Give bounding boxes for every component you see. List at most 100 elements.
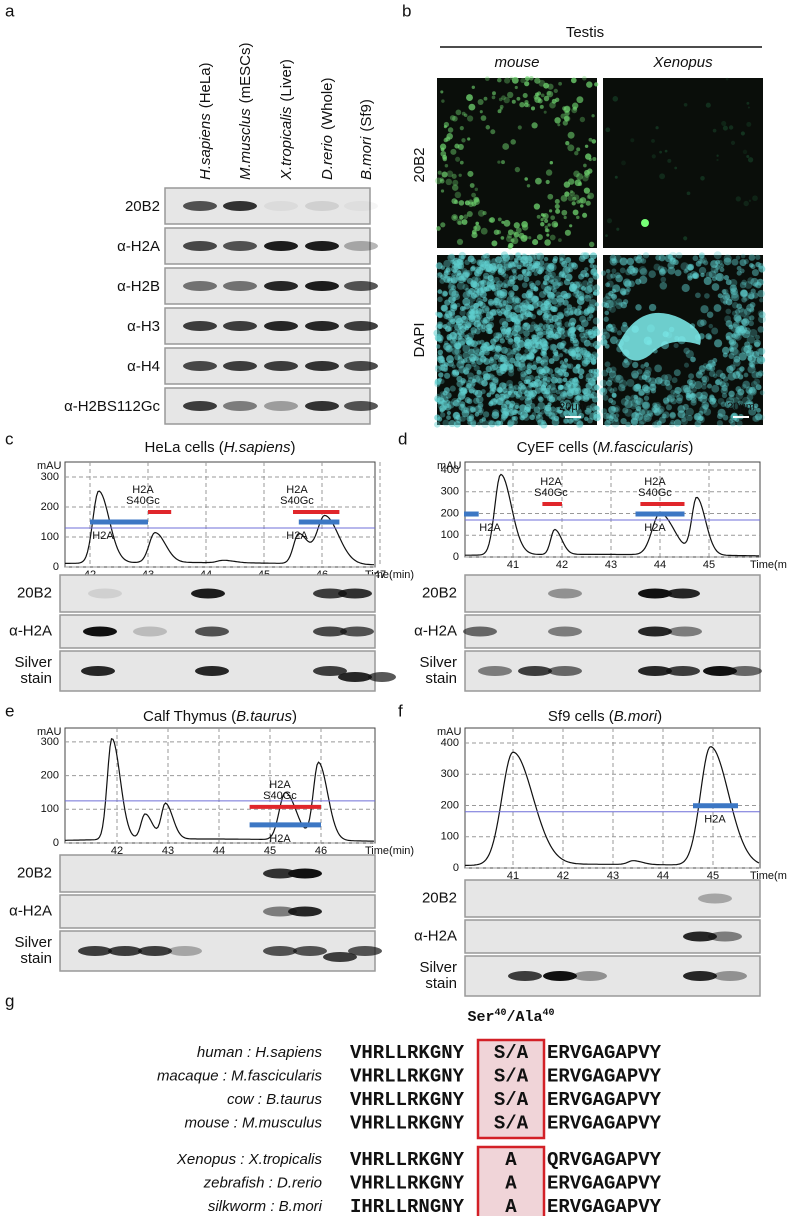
blot-band [368,672,396,682]
cell [584,172,590,178]
cell [489,309,497,316]
cell [568,178,575,185]
cell [680,262,689,271]
cell [731,258,739,266]
cell [536,310,543,316]
cell [707,383,712,389]
cell [447,253,456,262]
cell [545,324,551,329]
cell [611,294,617,300]
cell [631,372,639,380]
cell [443,362,449,367]
cell [528,351,534,356]
cell [584,407,592,415]
cell [732,397,740,404]
cell [496,420,501,425]
cell [733,355,741,363]
cell [664,254,673,263]
cell [454,354,461,361]
cell [557,302,562,307]
cell [531,364,537,371]
cell [534,77,541,84]
cell [580,285,586,291]
cell [714,273,723,281]
cell [542,280,548,286]
x-tick-label: 46 [315,845,327,857]
cell [740,289,748,297]
cell [482,253,488,259]
h2a-label: H2A [479,522,501,534]
cell [492,266,498,272]
cell [497,363,503,369]
cell [557,123,561,127]
blot-band [223,201,257,211]
cell [608,413,615,419]
cell [682,384,691,393]
cell [645,415,650,421]
cell [474,405,483,414]
cell [462,270,470,278]
cell [547,262,555,270]
modified-label: H2A [540,476,562,488]
blot-band [543,971,577,981]
cell [452,179,459,186]
y-tick-label: 400 [441,464,459,476]
cell [466,210,473,218]
cell [530,306,535,311]
cell [531,334,537,340]
title: CyEF cells ( [517,439,598,456]
cell [468,314,475,321]
cell [529,414,535,421]
cell [521,253,527,259]
blot-label: 20B2 [422,584,457,601]
cell [462,284,469,291]
cell [492,377,499,384]
cell [610,366,617,373]
cell [593,284,601,292]
cell [565,141,570,146]
column-label: X.tropicalis(Liver) [278,59,295,181]
cell [449,253,455,260]
blot-band [183,401,217,411]
cell [517,410,523,415]
cell [725,335,731,341]
cell [621,160,626,166]
cell [464,303,471,310]
cell [750,380,758,388]
cell [448,296,456,304]
cell [473,320,481,328]
h2a-label: H2A [644,522,666,534]
cell [470,280,476,286]
h2a-label: H2A [286,530,308,542]
cell [626,378,635,387]
title-end: ) [688,439,693,456]
cell [526,379,531,384]
cell [539,104,544,109]
cell [733,314,742,322]
cell [709,394,715,400]
cell [501,220,505,224]
cell [470,406,476,413]
cell [500,251,509,259]
cell [479,339,485,345]
cell [573,308,582,316]
cell [735,196,741,202]
cell [673,259,679,266]
cell [462,358,468,364]
cell [635,256,642,264]
cell [551,410,558,417]
cell [683,362,690,368]
cell [716,420,723,427]
cell [576,199,581,204]
cell [538,290,547,299]
cell [503,283,509,289]
cell [510,348,516,355]
cell [514,353,523,361]
cell [588,369,593,374]
row-label: α-H2A [117,238,160,255]
cell [564,229,571,236]
cell [748,386,756,394]
cell [550,387,558,394]
cell [720,386,728,395]
species-name: mouse : M.musculus [184,1114,322,1131]
